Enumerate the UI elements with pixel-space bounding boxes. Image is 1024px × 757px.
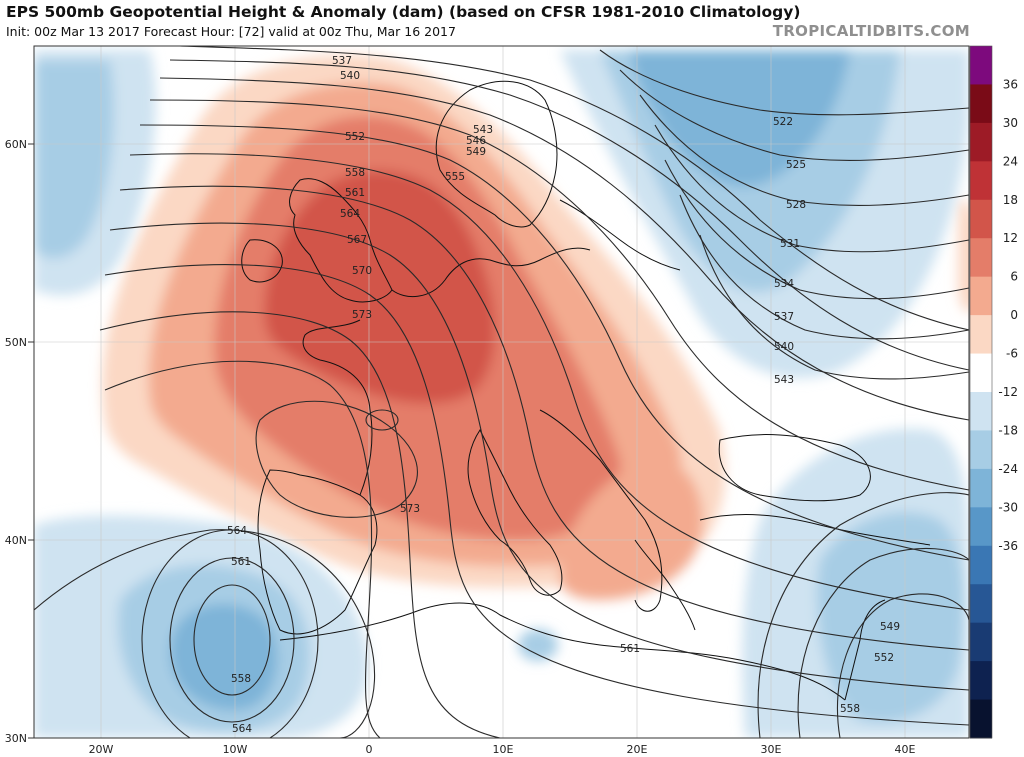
contour-label: 543: [473, 124, 493, 136]
colorbar-tick-label: 12: [1003, 231, 1018, 245]
colorbar-swatch: [970, 661, 992, 701]
contour-label: 528: [786, 199, 806, 211]
colorbar-frame: [969, 45, 993, 739]
contour-label: 549: [466, 146, 486, 158]
contour-label: 561: [345, 187, 365, 199]
colorbar-tick-label: 36: [1003, 77, 1018, 91]
contour-label: 561: [231, 556, 251, 568]
colorbar-tick-label: 0: [1010, 308, 1018, 322]
lon-label: 0: [366, 743, 373, 756]
map-title: EPS 500mb Geopotential Height & Anomaly …: [6, 3, 801, 21]
colorbar-tick-label: -18: [998, 423, 1018, 437]
lat-label: 40N: [5, 534, 27, 547]
contour-label: 537: [774, 311, 794, 323]
negative-anomaly-shading: [34, 50, 969, 738]
contour-labels: 537 540 543 546 549 552 555 558 561 564 …: [227, 55, 900, 735]
colorbar-tick-label: 24: [1003, 154, 1018, 168]
contour-label: 552: [874, 652, 894, 664]
anomaly-colorbar: [969, 45, 993, 739]
colorbar-swatch: [970, 161, 992, 201]
contour-label: 540: [774, 341, 794, 353]
coastlines: [241, 80, 931, 701]
colorbar-tick-label: -30: [998, 500, 1018, 514]
lat-label: 30N: [5, 732, 27, 745]
colorbar-tick-label: 6: [1010, 270, 1018, 284]
colorbar-swatch: [970, 276, 992, 316]
colorbar-labels: 36 30 24 18 12 6 0 -6 -12 -18 -24 -30 -36: [998, 77, 1018, 552]
height-contours: [34, 46, 969, 738]
contour-label: 555: [445, 171, 465, 183]
contour-label: 531: [780, 238, 800, 250]
colorbar-swatch: [970, 315, 992, 355]
contour-label: 522: [773, 116, 793, 128]
colorbar-swatch: [970, 122, 992, 162]
contour-label: 552: [345, 131, 365, 143]
contour-label: 549: [880, 621, 900, 633]
colorbar-swatch: [970, 199, 992, 239]
map-subtitle: Init: 00z Mar 13 2017 Forecast Hour: [72…: [6, 24, 456, 39]
contour-label: 570: [352, 265, 372, 277]
colorbar-swatch: [970, 238, 992, 278]
longitude-labels: 20W 10W 0 10E 20E 30E 40E: [89, 743, 916, 756]
contour-label: 558: [231, 673, 251, 685]
colorbar-tick-label: -6: [1006, 347, 1018, 361]
lon-label: 10W: [223, 743, 248, 756]
contour-label: 537: [332, 55, 352, 67]
contour-label: 525: [786, 159, 806, 171]
colorbar-swatch: [970, 46, 992, 85]
colorbar-tick-label: 18: [1003, 193, 1018, 207]
colorbar-tick-label: -12: [998, 385, 1018, 399]
contour-label: 534: [774, 278, 794, 290]
map-area: 537 540 543 546 549 552 555 558 561 564 …: [34, 46, 969, 738]
contour-label: 540: [340, 70, 360, 82]
contour-label: 561: [620, 643, 640, 655]
colorbar-swatch: [970, 507, 992, 547]
contour-label: 573: [400, 503, 420, 515]
lon-label: 10E: [493, 743, 514, 756]
colorbar-swatch: [970, 392, 992, 431]
lon-label: 30E: [761, 743, 782, 756]
lon-label: 40E: [895, 743, 916, 756]
contour-label: 558: [840, 703, 860, 715]
latitude-labels: 60N 50N 40N 30N: [5, 138, 34, 745]
colorbar-tick-label: 30: [1003, 116, 1018, 130]
graticule: [34, 46, 969, 738]
credit-label: TROPICALTIDBITS.COM: [772, 22, 970, 40]
lon-label: 20E: [627, 743, 648, 756]
lat-label: 60N: [5, 138, 27, 151]
contour-label: 573: [352, 309, 372, 321]
colorbar-swatch: [970, 84, 992, 124]
colorbar-swatch: [970, 545, 992, 585]
colorbar-swatch: [970, 430, 992, 470]
contour-label: 546: [466, 135, 486, 147]
lat-label: 50N: [5, 336, 27, 349]
contour-label: 567: [347, 234, 367, 246]
contour-label: 564: [340, 208, 360, 220]
lon-label: 20W: [89, 743, 114, 756]
contour-label: 564: [227, 525, 247, 537]
contour-label: 543: [774, 374, 794, 386]
colorbar-tick-label: -24: [998, 462, 1018, 476]
colorbar-swatch: [970, 622, 992, 662]
contour-label: 558: [345, 167, 365, 179]
colorbar-swatch: [970, 699, 992, 739]
colorbar-swatch: [970, 468, 992, 508]
colorbar-swatch: [970, 353, 992, 393]
map-frame: [33, 45, 970, 739]
contour-label: 564: [232, 723, 252, 735]
colorbar-swatch: [970, 584, 992, 624]
colorbar-tick-label: -36: [998, 539, 1018, 553]
